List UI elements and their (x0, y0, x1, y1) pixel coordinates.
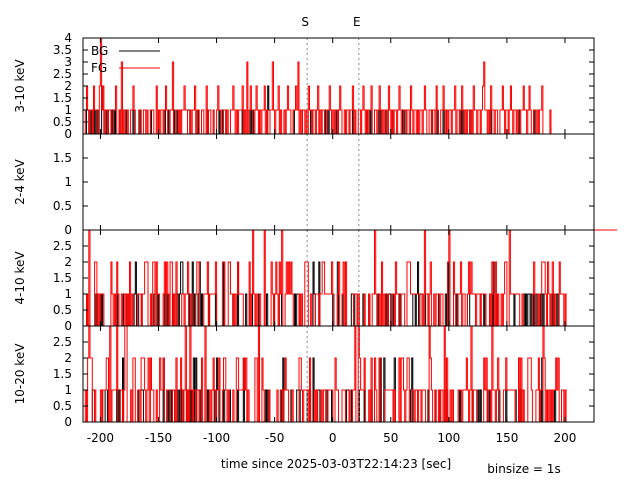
y-axis-label-panel-4: 10-20 keV (13, 343, 27, 405)
y-tick-label: 2.5 (53, 239, 72, 253)
y-tick-label: 1 (64, 287, 72, 301)
x-tick-label: 150 (495, 431, 518, 445)
y-tick-label: 0.5 (53, 303, 72, 317)
y-tick-label: 2 (64, 79, 72, 93)
x-tick-label: 100 (437, 431, 460, 445)
x-tick-label: 200 (554, 431, 577, 445)
marker-label-s: S (301, 15, 309, 29)
y-tick-label: 0 (64, 415, 72, 429)
y-axis-label-panel-2: 2-4 keV (13, 158, 27, 204)
y-tick-label: 1 (64, 103, 72, 117)
y-tick-label: 4 (64, 31, 72, 45)
y-tick-label: 1 (64, 383, 72, 397)
y-tick-label: 0.5 (53, 399, 72, 413)
y-tick-label: 2.5 (53, 335, 72, 349)
y-tick-label: 2 (64, 255, 72, 269)
y-tick-label: 1.5 (53, 271, 72, 285)
y-tick-label: 2 (64, 351, 72, 365)
y-tick-label: 3.5 (53, 43, 72, 57)
y-axis-label-panel-3: 4-10 keV (13, 251, 27, 305)
x-axis-label: time since 2025-03-03T22:14:23 [sec] (221, 457, 451, 471)
y-tick-label: 0.5 (53, 199, 72, 213)
y-tick-label: 0.5 (53, 115, 72, 129)
x-tick-label: -100 (203, 431, 230, 445)
y-tick-label: 1.5 (53, 151, 72, 165)
binsize-label: binsize = 1s (487, 462, 560, 476)
y-tick-label: 1.5 (53, 367, 72, 381)
series-line-fg-panel-4 (84, 325, 567, 423)
x-tick-label: 0 (329, 431, 337, 445)
y-tick-label: 2.5 (53, 67, 72, 81)
y-tick-label: 0 (64, 223, 72, 237)
y-axis-label-panel-1: 3-10 keV (13, 59, 27, 113)
y-tick-label: 1 (64, 175, 72, 189)
panel-frame-2 (82, 133, 595, 231)
legend-label-bg: BG (91, 44, 108, 58)
x-tick-label: -200 (87, 431, 114, 445)
y-tick-label: 0 (64, 319, 72, 333)
y-tick-label: 0 (64, 127, 72, 141)
y-tick-label: 1.5 (53, 91, 72, 105)
marker-label-e: E (353, 15, 361, 29)
x-tick-label: 50 (383, 431, 398, 445)
y-tick-label: 3 (64, 55, 72, 69)
x-tick-label: -50 (265, 431, 285, 445)
legend-label-fg: FG (91, 61, 107, 75)
x-tick-label: -150 (145, 431, 172, 445)
series-line-fg-panel-1 (84, 37, 575, 135)
